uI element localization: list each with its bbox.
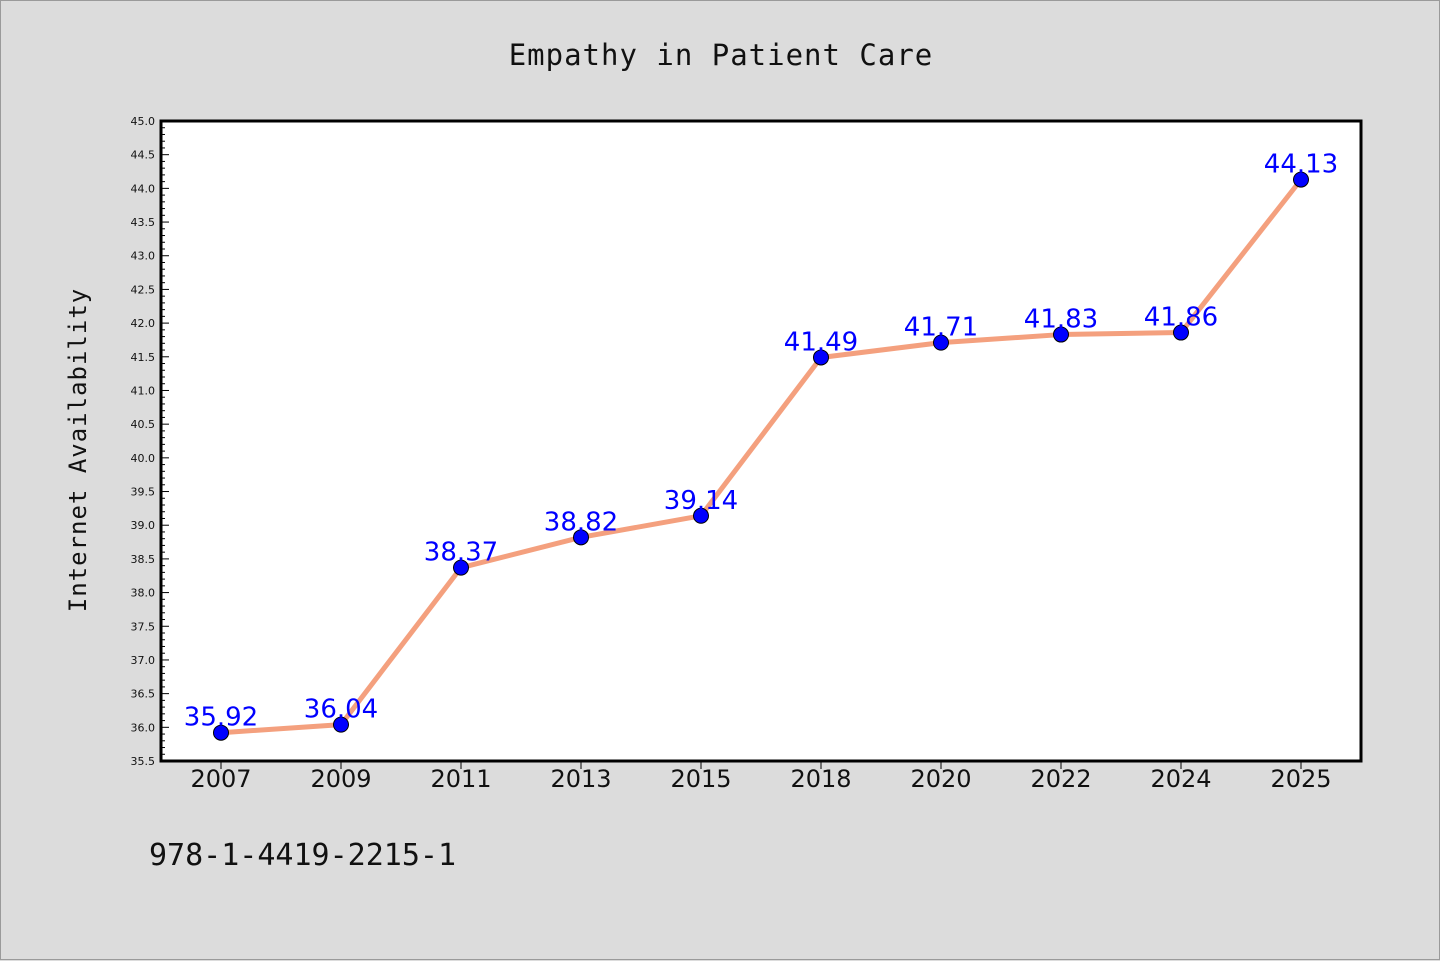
data-label: 41.86	[1144, 303, 1218, 333]
y-tick-label: 38.0	[131, 587, 156, 600]
x-tick-label: 2020	[910, 765, 971, 793]
y-tick-label: 36.0	[131, 721, 156, 734]
x-tick-label: 2009	[310, 765, 371, 793]
data-label: 35.92	[184, 703, 258, 733]
data-point	[813, 349, 829, 366]
data-point	[213, 724, 229, 741]
chart-title: Empathy in Patient Care	[509, 38, 934, 72]
data-label: 44.13	[1264, 150, 1338, 180]
data-label-group: 35.92 36.04 38.37 38.82 39.14 41.49 41.71 41.83…	[184, 150, 1338, 733]
marker-group	[213, 171, 1309, 741]
y-tick-label: 45.0	[131, 115, 156, 128]
y-tick-label: 42.0	[131, 317, 156, 330]
y-tick-label: 35.5	[131, 755, 156, 768]
data-label: 38.37	[424, 538, 498, 568]
y-tick-label: 43.0	[131, 250, 156, 263]
data-label: 41.49	[784, 327, 858, 357]
x-tick-label: 2015	[670, 765, 731, 793]
y-tick-label: 44.5	[131, 149, 156, 162]
data-point	[573, 529, 589, 546]
x-tick-label: 2007	[190, 765, 251, 793]
y-axis: 35.5 36.0 36.5 37.0 37.5 38.0 38.5 39.0 39.5 40.0…	[131, 115, 169, 768]
x-tick-label: 2024	[1150, 765, 1211, 793]
data-label: 41.71	[904, 313, 978, 343]
data-point	[693, 507, 709, 524]
y-tick-label: 41.5	[131, 351, 156, 364]
x-tick-label: 2025	[1270, 765, 1331, 793]
x-tick-label: 2013	[550, 765, 611, 793]
data-point	[1173, 324, 1189, 341]
data-point	[1293, 171, 1309, 188]
x-tick-label: 2018	[790, 765, 851, 793]
y-tick-label: 43.5	[131, 216, 156, 229]
y-tick-label: 37.5	[131, 620, 156, 633]
data-label: 38.82	[544, 507, 618, 537]
y-tick-label: 36.5	[131, 688, 156, 701]
x-tick-label: 2022	[1030, 765, 1091, 793]
x-axis: 2007 2009 2011 2013 2015 2018 2020 2022 2024 2025	[190, 761, 1332, 793]
y-tick-label: 39.0	[131, 519, 156, 532]
plot-area	[159, 119, 1363, 763]
y-tick-label: 38.5	[131, 553, 156, 566]
y-tick-label: 40.0	[131, 452, 156, 465]
data-label: 39.14	[664, 486, 738, 516]
y-tick-label: 39.5	[131, 486, 156, 499]
y-tick-label: 40.5	[131, 418, 156, 431]
data-point	[1053, 326, 1069, 343]
y-tick-label: 41.0	[131, 384, 156, 397]
series-line	[218, 177, 1304, 736]
data-point	[933, 334, 949, 351]
isbn-text: 978-1-4419-2215-1	[149, 838, 456, 873]
x-tick-label: 2011	[430, 765, 491, 793]
y-axis-label: Internet Availability	[64, 288, 92, 612]
data-label: 41.83	[1024, 305, 1098, 335]
data-point	[453, 559, 469, 576]
y-tick-label: 44.0	[131, 182, 156, 195]
y-tick-label: 42.5	[131, 283, 156, 296]
data-label: 36.04	[304, 695, 378, 725]
y-tick-label: 37.0	[131, 654, 156, 667]
series-line-group	[218, 177, 1304, 736]
data-point	[333, 716, 349, 733]
